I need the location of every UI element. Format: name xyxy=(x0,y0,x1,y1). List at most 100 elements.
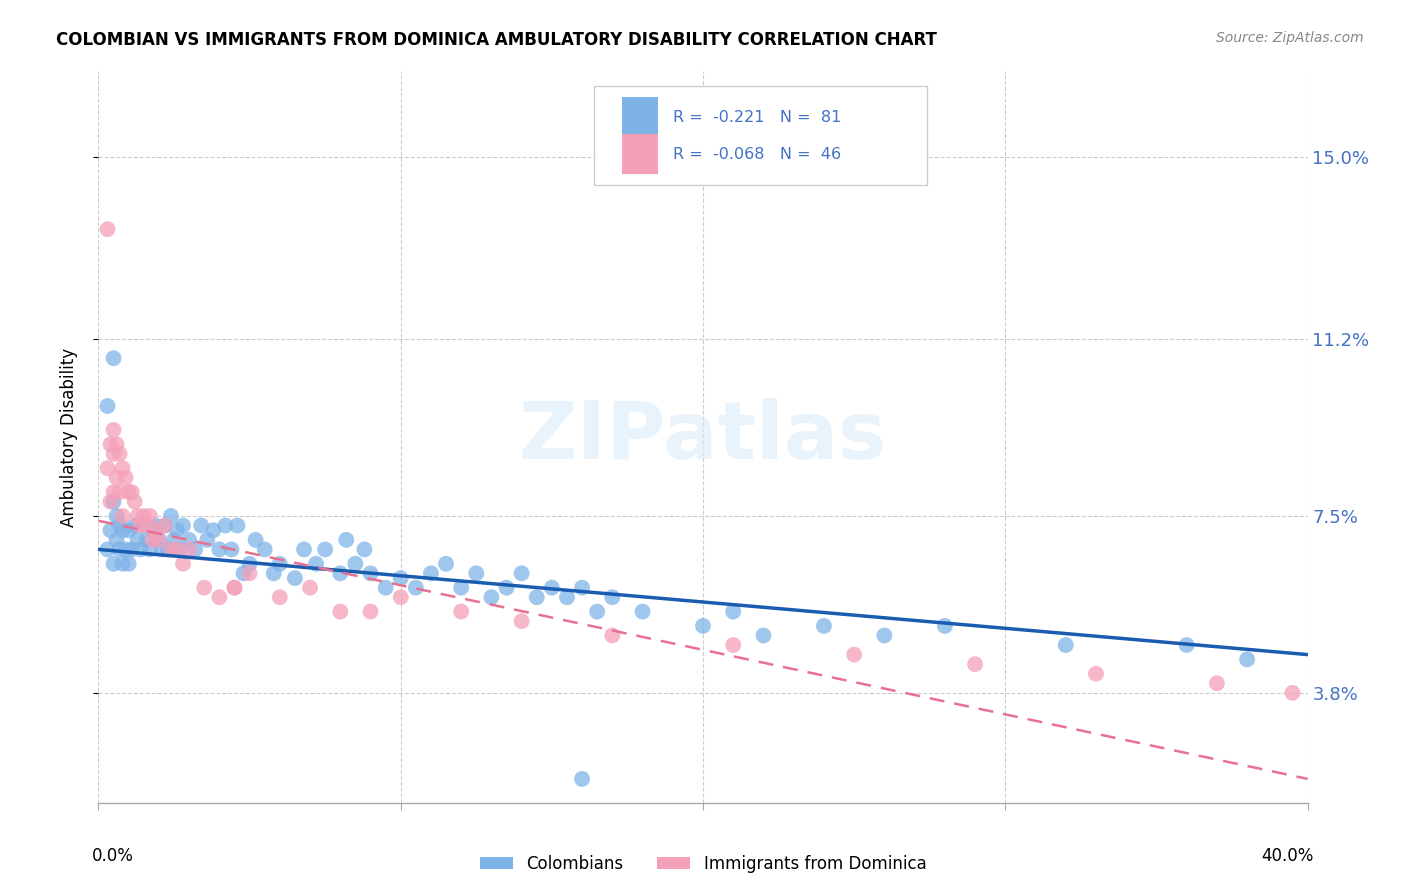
Point xyxy=(129,542,152,557)
Point xyxy=(118,524,141,538)
Point xyxy=(195,533,218,547)
Point xyxy=(96,399,118,413)
Point xyxy=(526,591,548,605)
Point xyxy=(224,581,246,595)
Text: COLOMBIAN VS IMMIGRANTS FROM DOMINICA AMBULATORY DISABILITY CORRELATION CHART: COLOMBIAN VS IMMIGRANTS FROM DOMINICA AM… xyxy=(56,31,938,49)
Point xyxy=(335,533,357,547)
Point xyxy=(214,518,236,533)
Point xyxy=(105,508,128,523)
Point xyxy=(873,628,896,642)
Point xyxy=(105,533,128,547)
Point xyxy=(555,591,578,605)
Point xyxy=(314,542,336,557)
Point xyxy=(150,542,173,557)
Point xyxy=(1281,686,1303,700)
Point xyxy=(344,557,367,571)
Point xyxy=(934,619,956,633)
FancyBboxPatch shape xyxy=(621,97,658,137)
Point xyxy=(190,518,212,533)
Point xyxy=(571,772,593,786)
Point xyxy=(353,542,375,557)
Point xyxy=(179,542,201,557)
Point xyxy=(813,619,835,633)
Point xyxy=(132,518,155,533)
Point xyxy=(495,581,517,595)
Point xyxy=(1206,676,1229,690)
Point xyxy=(374,581,396,595)
Point xyxy=(465,566,488,581)
Point xyxy=(103,557,125,571)
Point xyxy=(602,591,624,605)
Point xyxy=(389,591,412,605)
Point xyxy=(111,508,134,523)
Point xyxy=(752,628,775,642)
Point xyxy=(360,566,382,581)
Point xyxy=(139,508,162,523)
Point xyxy=(1085,666,1108,681)
Text: ZIPatlas: ZIPatlas xyxy=(519,398,887,476)
Point xyxy=(132,508,155,523)
Point xyxy=(692,619,714,633)
Text: R =  -0.221   N =  81: R = -0.221 N = 81 xyxy=(672,110,841,125)
Point xyxy=(111,557,134,571)
Point xyxy=(166,542,188,557)
Text: R =  -0.068   N =  46: R = -0.068 N = 46 xyxy=(672,146,841,161)
Point xyxy=(284,571,307,585)
Point xyxy=(299,581,322,595)
Point xyxy=(100,437,122,451)
Point xyxy=(118,485,141,500)
Point xyxy=(153,518,176,533)
Point xyxy=(160,542,183,557)
Point xyxy=(1236,652,1258,666)
Point xyxy=(111,524,134,538)
Point xyxy=(586,605,609,619)
FancyBboxPatch shape xyxy=(621,134,658,174)
Point xyxy=(631,605,654,619)
Point xyxy=(269,557,291,571)
Point xyxy=(723,605,745,619)
Point xyxy=(124,518,146,533)
Point xyxy=(239,557,262,571)
Point xyxy=(142,524,165,538)
Point xyxy=(1175,638,1198,652)
Point xyxy=(202,524,225,538)
Point xyxy=(602,628,624,642)
Point xyxy=(114,471,136,485)
Text: 40.0%: 40.0% xyxy=(1261,847,1313,864)
Point xyxy=(193,581,215,595)
Point xyxy=(239,566,262,581)
Point xyxy=(172,518,194,533)
Point xyxy=(103,485,125,500)
Point xyxy=(108,447,131,461)
Point xyxy=(108,542,131,557)
Point xyxy=(103,351,125,366)
Point xyxy=(329,566,352,581)
Point xyxy=(145,524,167,538)
Point xyxy=(450,605,472,619)
Point xyxy=(103,494,125,508)
Point xyxy=(305,557,328,571)
Point xyxy=(148,533,170,547)
Point xyxy=(723,638,745,652)
Point xyxy=(450,581,472,595)
Legend: Colombians, Immigrants from Dominica: Colombians, Immigrants from Dominica xyxy=(472,848,934,880)
Point xyxy=(510,566,533,581)
Point xyxy=(103,423,125,437)
Point xyxy=(124,494,146,508)
Point xyxy=(153,518,176,533)
Point xyxy=(166,524,188,538)
Point xyxy=(103,447,125,461)
Point xyxy=(292,542,315,557)
Point xyxy=(135,518,157,533)
Point xyxy=(105,437,128,451)
Point xyxy=(105,471,128,485)
Point xyxy=(434,557,457,571)
Point xyxy=(135,533,157,547)
Point xyxy=(571,581,593,595)
Point xyxy=(108,485,131,500)
Point xyxy=(118,557,141,571)
Point xyxy=(96,461,118,475)
Point xyxy=(145,518,167,533)
Point xyxy=(221,542,243,557)
Point xyxy=(420,566,443,581)
